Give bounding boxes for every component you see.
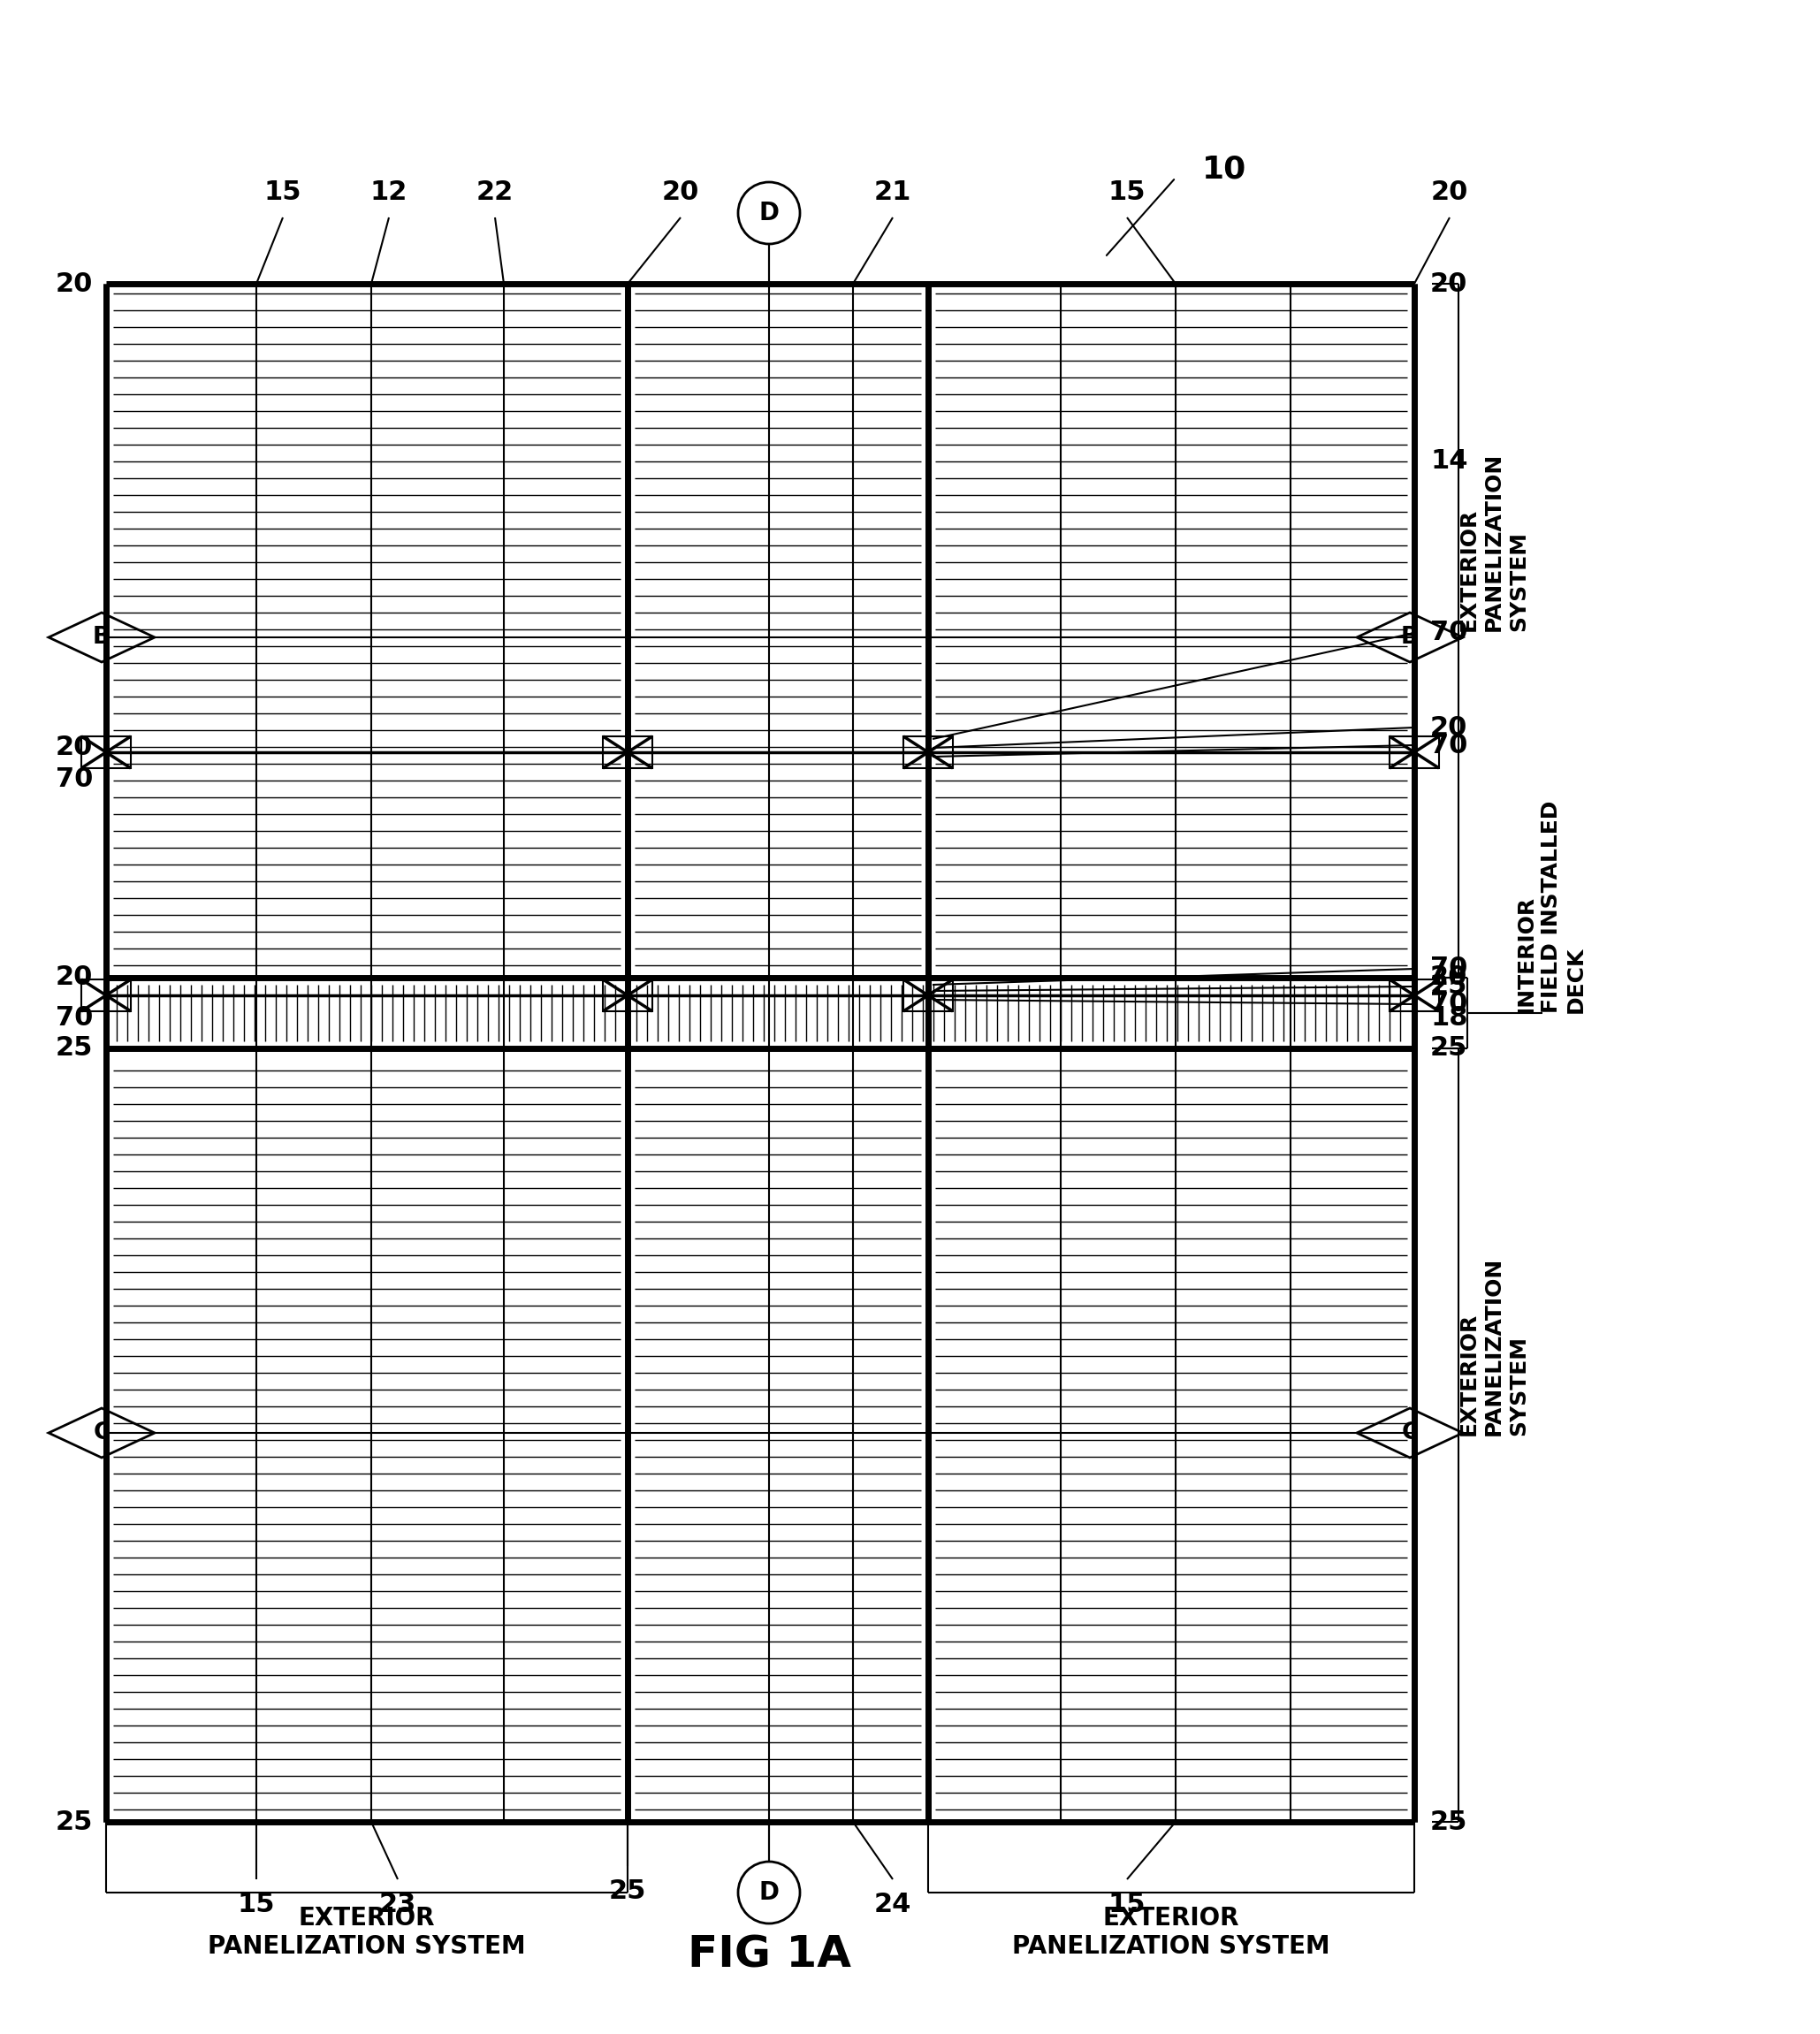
Text: C: C [93, 1422, 111, 1444]
Text: EXTERIOR
PANELIZATION SYSTEM: EXTERIOR PANELIZATION SYSTEM [207, 1906, 526, 1959]
Text: 20: 20 [55, 964, 93, 991]
Text: 21: 21 [874, 179, 912, 205]
Text: 25: 25 [1431, 1035, 1467, 1062]
Text: 20: 20 [1431, 179, 1469, 205]
Text: EXTERIOR
PANELIZATION
SYSTEM: EXTERIOR PANELIZATION SYSTEM [1458, 1257, 1529, 1436]
Text: 20: 20 [1431, 271, 1467, 297]
Text: 70: 70 [1431, 620, 1467, 645]
Bar [82, 980, 131, 1011]
Text: C: C [1401, 1422, 1418, 1444]
Text: 25: 25 [1431, 1808, 1467, 1835]
Text: 22: 22 [477, 179, 513, 205]
Text: EXTERIOR
PANELIZATION
SYSTEM: EXTERIOR PANELIZATION SYSTEM [1458, 452, 1529, 631]
Bar [903, 736, 954, 769]
Text: 24: 24 [874, 1892, 912, 1918]
Bar [602, 736, 652, 769]
Text: 25: 25 [1431, 974, 1467, 999]
Text: 70: 70 [55, 1005, 93, 1031]
Text: 70: 70 [1431, 956, 1467, 982]
Text: 70: 70 [1431, 991, 1467, 1017]
Text: D: D [759, 1879, 779, 1906]
Bar [82, 736, 131, 769]
Text: 15: 15 [264, 179, 302, 205]
Bar [1389, 980, 1440, 1011]
Text: 25: 25 [55, 1808, 93, 1835]
Text: 15: 15 [1108, 1892, 1147, 1918]
Bar [602, 980, 652, 1011]
Text: FIG 1A: FIG 1A [688, 1932, 850, 1975]
Bar [1389, 736, 1440, 769]
Text: 20: 20 [1431, 964, 1467, 991]
Text: 15: 15 [238, 1892, 275, 1918]
Text: B: B [93, 626, 111, 649]
Text: 15: 15 [1108, 179, 1147, 205]
Bar [903, 980, 954, 1011]
Text: 10: 10 [1203, 155, 1247, 183]
Text: EXTERIOR
PANELIZATION SYSTEM: EXTERIOR PANELIZATION SYSTEM [1012, 1906, 1330, 1959]
Text: 23: 23 [379, 1892, 417, 1918]
Text: 25: 25 [610, 1879, 646, 1904]
Text: B: B [1401, 626, 1420, 649]
Text: 70: 70 [1431, 732, 1467, 759]
Text: 12: 12 [369, 179, 408, 205]
Text: 18: 18 [1431, 1005, 1467, 1031]
Text: 20: 20 [55, 271, 93, 297]
Text: 70: 70 [55, 767, 93, 791]
Text: 25: 25 [55, 1035, 93, 1062]
Text: 20: 20 [1431, 714, 1467, 740]
Text: 14: 14 [1431, 447, 1467, 474]
Text: 20: 20 [662, 179, 699, 205]
Text: D: D [759, 201, 779, 226]
Text: 20: 20 [55, 734, 93, 761]
Text: INTERIOR
FIELD INSTALLED
DECK: INTERIOR FIELD INSTALLED DECK [1516, 801, 1587, 1013]
